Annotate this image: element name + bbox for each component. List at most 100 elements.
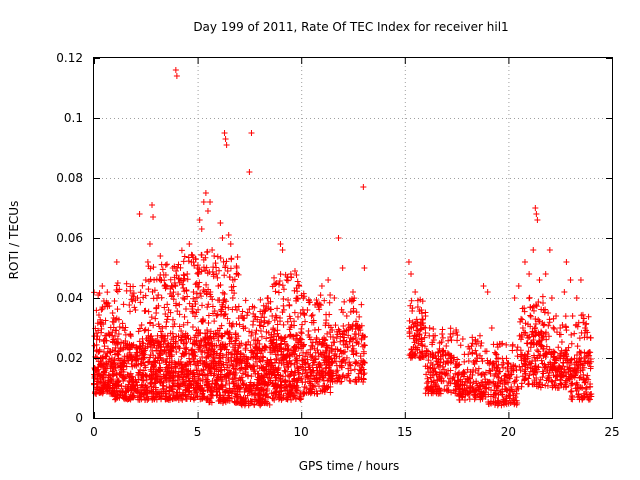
data-point — [174, 389, 181, 396]
data-point — [149, 395, 156, 402]
data-point — [160, 271, 167, 278]
data-point — [93, 390, 100, 397]
data-point — [405, 259, 412, 265]
x-axis-tick-labels: 0 5 10 15 20 25 — [90, 425, 619, 439]
data-point — [192, 281, 199, 288]
data-point — [214, 297, 221, 304]
data-point — [179, 389, 186, 396]
data-point — [103, 388, 110, 395]
data-point — [185, 254, 192, 261]
data-point — [195, 332, 202, 339]
data-point — [95, 358, 102, 365]
data-point — [235, 303, 242, 310]
data-point — [426, 325, 433, 331]
data-point — [211, 308, 218, 315]
data-point — [147, 344, 154, 351]
data-point — [408, 297, 415, 304]
data-point — [134, 386, 141, 393]
data-point — [127, 330, 134, 337]
data-point — [111, 297, 118, 304]
data-point — [177, 337, 184, 344]
data-point — [186, 385, 193, 392]
data-point — [567, 388, 574, 395]
data-point — [100, 355, 107, 362]
data-points — [91, 67, 595, 409]
data-point — [161, 304, 168, 311]
data-point — [114, 350, 121, 357]
data-point — [201, 371, 208, 378]
data-point — [204, 304, 211, 311]
data-point — [558, 339, 565, 346]
data-point — [149, 288, 156, 295]
data-point — [509, 343, 516, 349]
data-point — [277, 271, 284, 278]
data-point — [128, 394, 135, 401]
data-point — [207, 341, 214, 348]
data-point — [99, 283, 106, 289]
data-point — [178, 337, 185, 344]
data-point — [202, 254, 209, 261]
data-point — [93, 307, 100, 314]
data-point — [447, 325, 454, 332]
data-point — [142, 277, 149, 283]
data-point — [136, 352, 143, 359]
data-point — [230, 385, 237, 392]
data-point — [234, 270, 241, 277]
data-point — [157, 354, 164, 361]
data-point — [573, 295, 580, 301]
data-point — [185, 368, 192, 375]
y-tick-label: 0 — [75, 411, 83, 425]
data-point — [180, 258, 187, 265]
data-point — [133, 355, 140, 362]
data-point — [120, 395, 127, 402]
data-point — [91, 289, 98, 296]
data-point — [422, 313, 429, 319]
data-point — [199, 318, 206, 325]
data-point — [182, 305, 189, 312]
data-point — [337, 338, 344, 345]
data-point — [94, 376, 101, 383]
data-point — [173, 348, 180, 355]
data-point — [115, 316, 122, 323]
data-point — [151, 277, 158, 283]
y-tick-label: 0.06 — [56, 231, 83, 245]
data-point — [93, 354, 100, 361]
data-point — [126, 302, 133, 309]
data-point — [161, 277, 168, 284]
data-point — [113, 340, 120, 347]
data-point — [244, 312, 251, 319]
data-point — [192, 298, 199, 305]
data-point — [176, 323, 183, 330]
data-point — [195, 346, 202, 353]
data-point — [165, 340, 172, 347]
data-point — [120, 374, 127, 381]
data-point — [109, 310, 116, 316]
data-point — [542, 271, 549, 277]
data-point — [169, 396, 176, 403]
data-point — [153, 368, 160, 375]
data-point — [179, 396, 186, 403]
data-point — [180, 285, 187, 292]
data-point — [266, 318, 273, 325]
data-point — [195, 375, 202, 382]
data-point — [98, 329, 105, 336]
data-point — [96, 390, 103, 397]
data-point — [181, 313, 188, 320]
data-point — [551, 325, 558, 332]
data-point — [213, 312, 220, 319]
data-point — [200, 359, 207, 366]
data-point — [170, 289, 177, 296]
data-point — [484, 289, 491, 295]
data-point — [202, 267, 209, 274]
data-point — [195, 362, 202, 369]
data-point — [191, 334, 198, 341]
data-point — [159, 266, 166, 273]
data-point — [216, 267, 223, 274]
data-point — [102, 317, 109, 324]
data-point — [137, 325, 144, 332]
data-point — [193, 386, 200, 393]
data-point — [361, 265, 368, 271]
data-point — [137, 289, 144, 296]
data-point — [351, 366, 358, 373]
data-point — [503, 341, 510, 348]
